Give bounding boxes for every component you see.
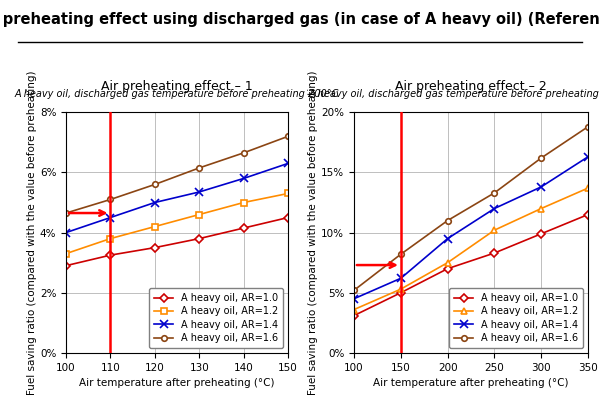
Text: A heavy oil, discharged gas temperature before preheating 200°C: A heavy oil, discharged gas temperature … (15, 89, 339, 99)
Legend: A heavy oil, AR=1.0, A heavy oil, AR=1.2, A heavy oil, AR=1.4, A heavy oil, AR=1: A heavy oil, AR=1.0, A heavy oil, AR=1.2… (149, 288, 283, 348)
Y-axis label: Fuel saving ratio (compared with the value before preheating): Fuel saving ratio (compared with the val… (27, 70, 37, 395)
X-axis label: Air temperature after preheating (°C): Air temperature after preheating (°C) (79, 378, 275, 388)
Legend: A heavy oil, AR=1.0, A heavy oil, AR=1.2, A heavy oil, AR=1.4, A heavy oil, AR=1: A heavy oil, AR=1.0, A heavy oil, AR=1.2… (449, 288, 583, 348)
X-axis label: Air temperature after preheating (°C): Air temperature after preheating (°C) (373, 378, 569, 388)
Title: Air preheating effect – 2: Air preheating effect – 2 (395, 80, 547, 93)
Title: Air preheating effect – 1: Air preheating effect – 1 (101, 80, 253, 93)
Text: Air preheating effect using discharged gas (in case of A heavy oil) (Reference): Air preheating effect using discharged g… (0, 12, 600, 27)
Text: A heavy oil, discharged gas temperature before preheating 400°C: A heavy oil, discharged gas temperature … (309, 89, 600, 99)
Y-axis label: Fuel saving ratio (compared with the value before preheating): Fuel saving ratio (compared with the val… (308, 70, 319, 395)
